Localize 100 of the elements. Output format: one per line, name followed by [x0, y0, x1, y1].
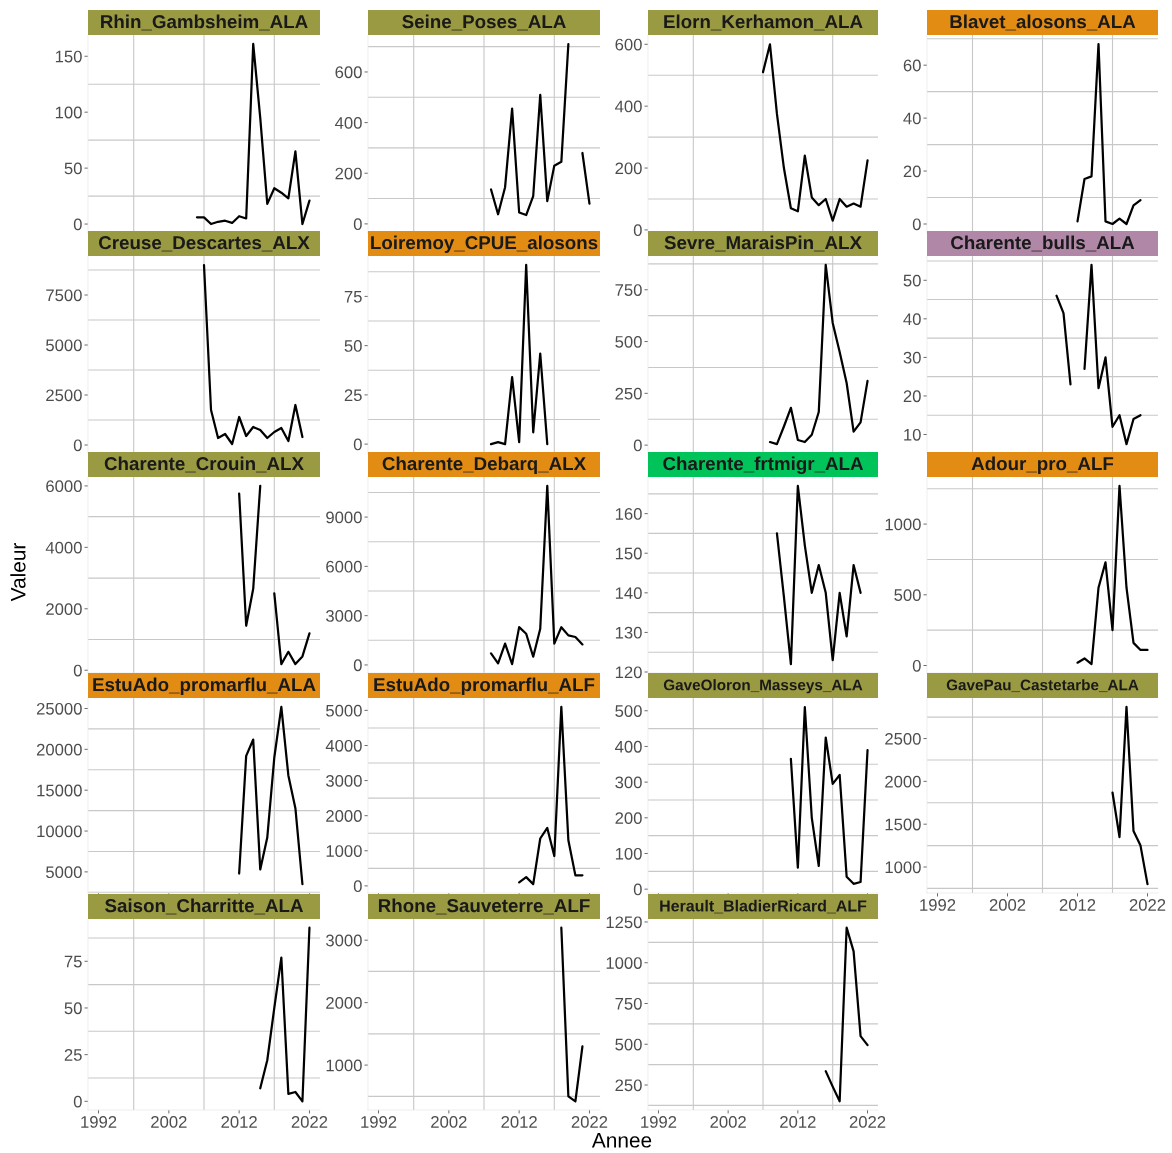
y-tick-label: 600 [335, 66, 362, 79]
y-tick-label: 4000 [45, 541, 82, 554]
y-tick-label: 0 [353, 659, 362, 672]
x-tick-label: 2022 [291, 1116, 328, 1128]
line-series [560, 926, 584, 1103]
y-tick-label: 0 [73, 218, 82, 231]
x-axis-title: Annee [591, 1133, 652, 1148]
y-tick-label: 750 [615, 284, 642, 296]
chart-title: Rhone_Sauveterre_ALF [378, 898, 590, 915]
y-tick-label: 100 [615, 847, 642, 860]
line-series [1111, 705, 1149, 886]
y-tick-label: 2000 [326, 810, 362, 822]
chart-title: Charente_bulls_ALA [951, 235, 1135, 252]
y-tick-label: 200 [335, 167, 362, 180]
y-tick-label: 750 [615, 997, 642, 1010]
y-tick-label: 200 [615, 162, 642, 175]
y-tick-label: 5000 [46, 866, 82, 879]
chart-title: GavePau_Castetarbe_ALA [946, 679, 1139, 693]
chart-title: EstuAdo_promarflu_ALF [374, 677, 595, 695]
y-tick-label: 2000 [885, 775, 921, 788]
y-tick-label: 0 [353, 218, 362, 231]
x-tick-label: 1992 [641, 1116, 677, 1128]
y-tick-label: 1000 [326, 845, 362, 857]
y-tick-label: 600 [615, 38, 642, 51]
y-tick-label: 1000 [885, 518, 921, 531]
y-tick-label: 140 [615, 587, 642, 600]
chart-title: Blavet_alosons_ALA [950, 14, 1136, 31]
y-tick-label: 2000 [326, 997, 362, 1009]
y-tick-label: 0 [912, 218, 921, 231]
y-tick-label: 0 [73, 439, 82, 452]
line-series [202, 263, 304, 446]
y-tick-label: 50 [64, 162, 82, 175]
y-tick-label: 300 [615, 776, 642, 789]
y-tick-label: 4000 [325, 739, 362, 752]
line-series [775, 484, 862, 666]
x-tick-label: 2022 [571, 1116, 608, 1128]
line-series [518, 705, 584, 886]
chart-title: Seine_Poses_ALA [402, 14, 566, 31]
y-tick-label: 6000 [46, 480, 82, 493]
y-tick-label: 200 [615, 812, 642, 824]
y-tick-label: 50 [344, 340, 362, 352]
y-tick-label: 150 [615, 547, 642, 560]
x-tick-label: 2012 [780, 1116, 816, 1128]
y-tick-label: 1000 [885, 861, 921, 874]
x-tick-label: 1992 [361, 1116, 397, 1128]
line-series [195, 42, 311, 226]
y-tick-label: 0 [633, 439, 642, 452]
chart-title: Rhin_Gambsheim_ALA [101, 14, 308, 31]
y-tick-label: 3000 [326, 774, 362, 787]
y-tick-label: 400 [335, 117, 362, 129]
y-tick-label: 500 [615, 705, 642, 717]
line-series [1076, 42, 1142, 226]
y-tick-label: 500 [894, 589, 921, 601]
line-series [1076, 484, 1149, 666]
y-tick-label: 75 [64, 955, 82, 968]
y-tick-label: 0 [633, 883, 642, 896]
y-tick-label: 75 [344, 290, 362, 303]
y-tick-label: 15000 [37, 784, 82, 797]
x-tick-label: 2002 [710, 1116, 746, 1128]
x-tick-label: 1992 [920, 899, 956, 911]
x-tick-label: 1992 [81, 1116, 117, 1128]
y-tick-label: 25 [344, 389, 362, 402]
chart-title: Saison_Charritte_ALA [105, 898, 304, 915]
x-tick-label: 2012 [1059, 899, 1096, 911]
line-series [489, 263, 549, 446]
y-tick-label: 0 [353, 880, 362, 893]
y-tick-label: 25000 [36, 702, 82, 715]
x-tick-label: 2002 [151, 1116, 187, 1128]
x-tick-label: 2012 [501, 1116, 537, 1128]
y-tick-label: 20000 [36, 743, 82, 756]
y-tick-label: 0 [73, 664, 82, 677]
y-tick-label: 20 [903, 390, 921, 403]
chart-title: Charente_Debarq_ALX [382, 456, 586, 474]
y-tick-label: 2000 [46, 603, 82, 615]
line-series [489, 484, 584, 666]
chart-title: Loiremoy_CPUE_alosons [371, 235, 598, 253]
y-tick-label: 25 [64, 1049, 82, 1061]
x-tick-label: 2022 [1129, 899, 1166, 911]
y-tick-label: 1000 [606, 957, 642, 969]
chart-title: Herault_BladierRicard_ALF [660, 899, 867, 914]
y-tick-label: 2500 [46, 389, 82, 402]
chart-title: Charente_frtmigr_ALA [663, 456, 864, 475]
line-series [824, 926, 869, 1103]
y-tick-label: 1250 [606, 916, 642, 929]
line-series [768, 263, 869, 446]
y-tick-label: 5000 [46, 339, 82, 352]
y-tick-label: 160 [615, 508, 642, 520]
y-tick-label: 500 [615, 335, 642, 348]
y-tick-label: 20 [903, 165, 921, 178]
y-tick-label: 3000 [326, 934, 362, 947]
x-tick-label: 2022 [849, 1116, 886, 1128]
y-tick-label: 400 [615, 740, 642, 753]
y-tick-label: 9000 [326, 511, 362, 524]
y-tick-label: 400 [615, 100, 642, 113]
y-tick-label: 6000 [326, 560, 362, 573]
y-tick-label: 5000 [326, 704, 362, 717]
y-tick-label: 40 [903, 112, 921, 125]
chart-title: Sevre_MaraisPin_ALX [664, 235, 862, 252]
y-tick-label: 50 [64, 1002, 82, 1015]
chart-title: GaveOloron_Masseys_ALA [663, 679, 863, 694]
